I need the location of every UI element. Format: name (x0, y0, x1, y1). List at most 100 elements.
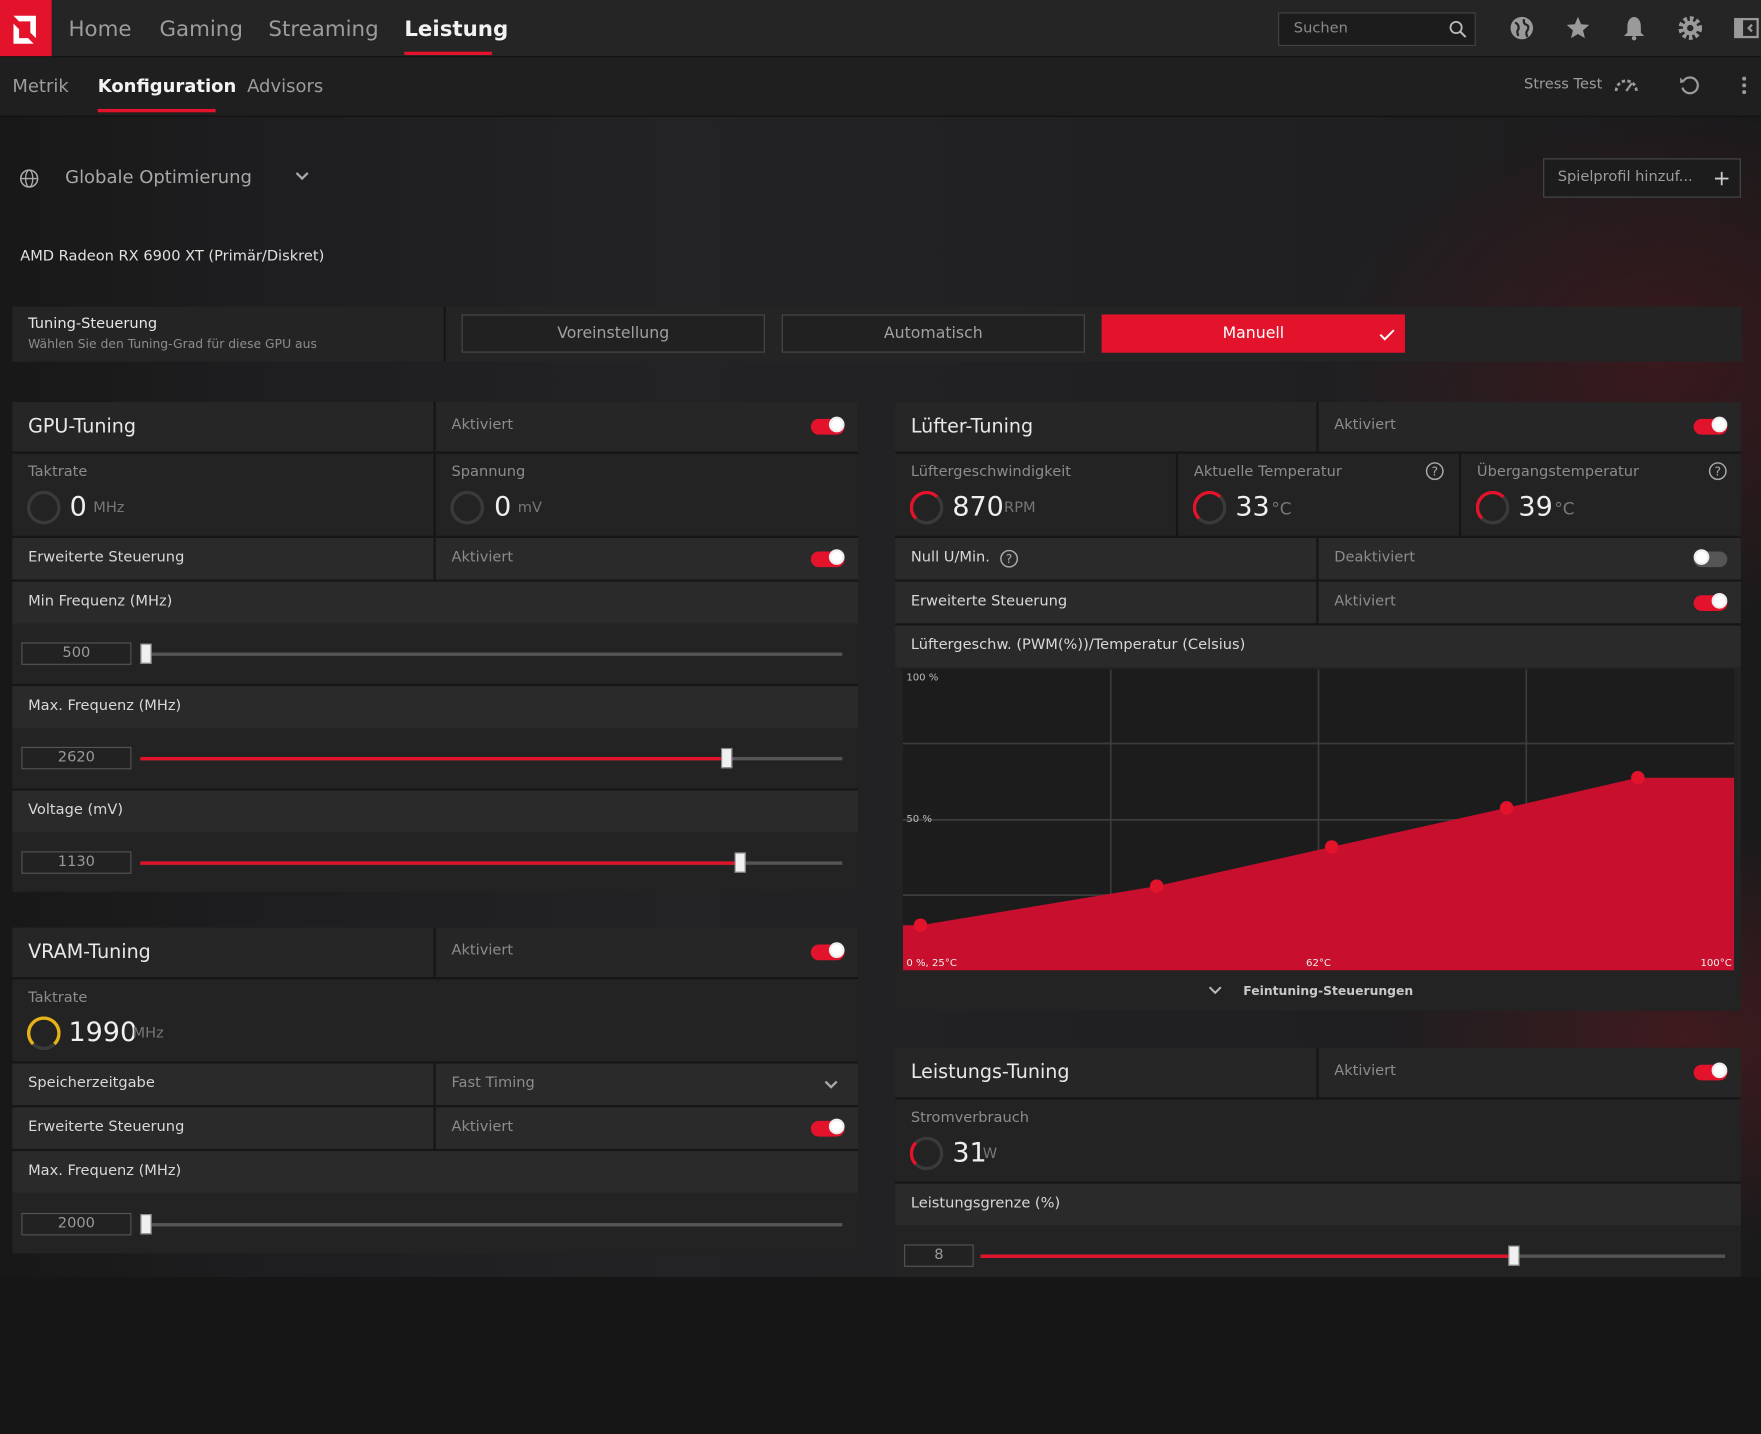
nav-leistung[interactable]: Leistung (404, 16, 509, 42)
nav-streaming[interactable]: Streaming (268, 16, 379, 42)
gpu-voltage-gauge (450, 490, 485, 525)
zero-rpm-row: Null U/Min. ? Deaktiviert (895, 537, 1741, 580)
divider (433, 453, 436, 537)
vram-tuning-toggle[interactable] (810, 942, 845, 961)
divider (895, 623, 1741, 626)
search-icon (1449, 21, 1467, 38)
x-axis-label-right: 100°C (1700, 958, 1731, 969)
gpu-advanced-label: Erweiterte Steuerung (28, 549, 185, 567)
min-frequency-label: Min Frequenz (MHz) (28, 592, 173, 610)
gpu-tuning-toggle[interactable] (810, 416, 845, 435)
max-frequency-input[interactable]: 2620 (21, 746, 132, 770)
fan-speed-unit: RPM (1004, 499, 1036, 517)
fine-tuning-label: Feintuning-Steuerungen (1243, 983, 1414, 999)
vram-advanced-toggle[interactable] (810, 1118, 845, 1137)
tuning-manual-button[interactable]: Manuell (1101, 314, 1405, 353)
fan-advanced-toggle[interactable] (1693, 592, 1728, 611)
tuning-preset-button[interactable]: Voreinstellung (461, 314, 765, 353)
help-icon[interactable]: ? (1425, 462, 1444, 481)
max-frequency-slider-thumb[interactable] (721, 747, 733, 769)
power-tuning-header: Leistungs-Tuning Aktiviert (895, 1047, 1741, 1098)
tab-advisors[interactable]: Advisors (247, 75, 324, 97)
divider (433, 927, 436, 978)
bell-icon[interactable] (1621, 15, 1648, 42)
chevron-down-icon[interactable] (294, 171, 310, 182)
nav-gaming[interactable]: Gaming (159, 16, 243, 42)
power-limit-slider-thumb[interactable] (1508, 1245, 1520, 1266)
globe-icon[interactable] (1508, 15, 1535, 42)
junction-temperature-label: Übergangstemperatur (1476, 463, 1640, 481)
fan-speed-value: 870 (952, 490, 1004, 523)
divider (433, 537, 436, 580)
divider (1316, 581, 1319, 624)
power-tuning-toggle[interactable] (1693, 1062, 1728, 1081)
junction-temperature-value: 39 (1518, 490, 1553, 523)
zero-rpm-toggle[interactable] (1693, 549, 1728, 568)
divider (12, 1148, 859, 1152)
star-icon[interactable] (1564, 15, 1591, 42)
vram-max-frequency-slider-thumb[interactable] (140, 1214, 152, 1235)
divider (895, 1181, 1741, 1184)
plus-icon (1714, 171, 1729, 186)
vram-max-frequency-slider[interactable] (140, 1213, 843, 1235)
help-icon[interactable]: ? (1000, 549, 1019, 568)
divider (12, 535, 859, 538)
gear-icon[interactable] (1677, 15, 1704, 42)
vram-tuning-panel: VRAM-Tuning Aktiviert Taktrate 1990 MHz … (12, 927, 859, 1254)
tuning-automatic-button[interactable]: Automatisch (781, 314, 1085, 353)
memory-timing-select[interactable]: Fast Timing (436, 1064, 858, 1106)
voltage-slider-thumb[interactable] (734, 852, 746, 873)
more-options-icon[interactable] (1739, 74, 1750, 96)
fan-curve-points[interactable] (913, 771, 1645, 932)
voltage-slider[interactable] (140, 851, 843, 873)
voltage-input[interactable]: 1130 (21, 851, 132, 874)
fan-advanced-status: Aktiviert (1334, 592, 1396, 610)
tab-metrik[interactable]: Metrik (12, 75, 69, 97)
power-limit-input[interactable]: 8 (904, 1244, 974, 1267)
help-icon[interactable]: ? (1708, 462, 1727, 481)
max-frequency-slider[interactable] (140, 747, 843, 769)
fan-curve-point[interactable] (913, 918, 928, 932)
fan-curve-point[interactable] (1149, 879, 1164, 893)
gpu-clock-unit: MHz (93, 499, 125, 517)
fan-curve-chart[interactable]: 100 % 50 % 0 %, 25°C 62°C 100°C (902, 669, 1735, 971)
fan-curve-point[interactable] (1499, 801, 1514, 815)
divider (895, 535, 1741, 538)
min-frequency-slider[interactable] (140, 642, 843, 664)
profile-dropdown[interactable]: Globale Optimierung (65, 166, 252, 188)
x-axis-label-mid: 62°C (1306, 958, 1331, 969)
fan-tuning-title: Lüfter-Tuning (910, 415, 1034, 439)
junction-temperature-gauge (1475, 490, 1510, 525)
svg-text:?: ? (1715, 465, 1722, 479)
nav-home[interactable]: Home (68, 16, 132, 42)
y-axis-label-mid: 50 % (906, 814, 932, 825)
fine-tuning-toggle[interactable]: Feintuning-Steuerungen (895, 973, 1741, 1011)
tab-konfiguration[interactable]: Konfiguration (97, 75, 237, 97)
min-frequency-slider-thumb[interactable] (140, 643, 152, 664)
fan-curve-point[interactable] (1324, 840, 1339, 854)
amd-logo[interactable] (0, 0, 52, 57)
power-limit-slider[interactable] (980, 1244, 1726, 1266)
voltage-slider-label: Voltage (mV) (28, 801, 124, 819)
stress-test-label[interactable]: Stress Test (1524, 76, 1603, 94)
globe-small-icon (19, 169, 39, 188)
min-frequency-input[interactable]: 500 (21, 642, 132, 665)
fan-curve-point[interactable] (1631, 771, 1645, 785)
reset-icon[interactable] (1678, 74, 1700, 96)
fan-speed-label: Lüftergeschwindigkeit (910, 463, 1071, 481)
vram-max-frequency-label: Max. Frequenz (MHz) (28, 1162, 182, 1180)
fan-tuning-toggle[interactable] (1693, 416, 1728, 435)
add-game-profile-button[interactable]: Spielprofil hinzuf... (1543, 158, 1741, 198)
fan-speed-gauge (909, 490, 944, 525)
vram-max-frequency-input[interactable]: 2000 (21, 1212, 132, 1236)
stress-test-gauge-icon[interactable] (1613, 74, 1640, 94)
power-limit-row: Leistungsgrenze (%) (895, 1183, 1741, 1226)
x-axis-label-left: 0 %, 25°C (906, 958, 957, 969)
divider (12, 788, 859, 791)
gpu-tuning-header: GPU-Tuning Aktiviert (12, 402, 859, 452)
gpu-advanced-toggle[interactable] (810, 549, 845, 568)
sidebar-toggle-icon[interactable] (1733, 15, 1760, 42)
fan-tuning-status: Aktiviert (1334, 416, 1396, 434)
search-input[interactable]: Suchen (1278, 12, 1476, 47)
divider (12, 451, 859, 454)
